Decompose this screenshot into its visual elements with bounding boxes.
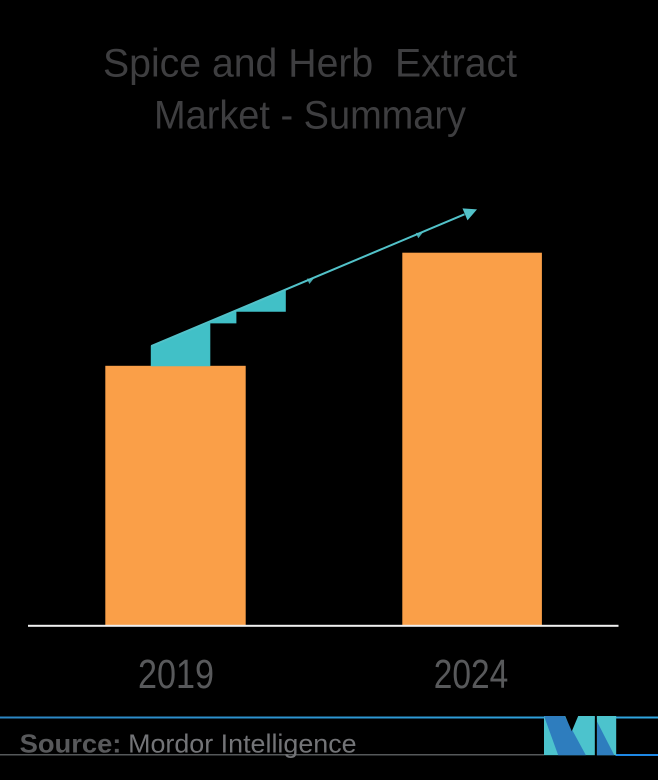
svg-text:Market - Summary: Market - Summary xyxy=(154,94,466,138)
svg-text:2019: 2019 xyxy=(138,651,214,697)
svg-text:Spice and Herb Extract: Spice and Herb Extract xyxy=(103,41,517,85)
svg-text:Source:: Source: xyxy=(20,729,122,759)
svg-text:Mordor Intelligence: Mordor Intelligence xyxy=(128,729,356,759)
svg-text:2024: 2024 xyxy=(434,651,509,697)
